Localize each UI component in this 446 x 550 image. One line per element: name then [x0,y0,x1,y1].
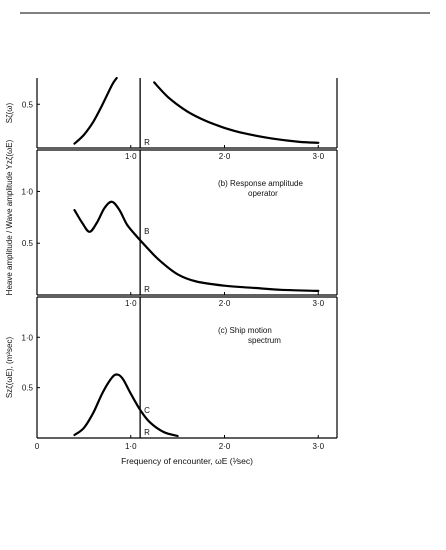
point-label: B [144,227,149,236]
y-tick-label: 1·0 [21,187,33,196]
x-tick-label: 1·0 [125,299,137,308]
y-tick-label: 0.5 [22,100,34,109]
x-tick-label: 3·0 [312,442,324,451]
x-tick-label: 2·0 [219,152,231,161]
series-line-1 [73,200,320,292]
x-tick-label: 2·0 [219,442,231,451]
panel-title: (c) Ship motion spectrum [218,326,281,345]
panel-c: 0 1·0 2·0 3·0 0.5 1·0 R C (c) Ship motion spectru… [5,296,338,466]
x-axis-label: Frequency of encounter, ωE (¹⁄sec) [121,456,253,466]
series-line-1 [73,373,179,438]
x-tick-label: 1·0 [125,152,137,161]
y-tick-label: 1·0 [21,333,33,342]
y-tick-label: 0.5 [22,384,34,393]
vline-label: R [144,428,150,437]
series-line-2 [153,81,320,144]
x-tick-label: 3·0 [312,152,324,161]
x-tick-label: 0 [35,442,40,451]
y-axis-label: Sζ(ω) [5,102,14,123]
y-tick-label: 0.5 [22,239,34,248]
x-tick-label: 3·0 [312,299,324,308]
point-label: C [144,406,150,415]
panel-b: 1·0 2·0 3·0 0.5 1·0 R B (b) Response amplitude o… [5,139,338,308]
vline-label: R [144,138,150,147]
panel-a: 1·0 2·0 3·0 0.5 R Sζ(ω) [5,76,338,161]
x-tick-label: 1·0 [125,442,137,451]
series-line-1 [73,76,118,145]
x-tick-label: 2·0 [219,299,231,308]
panel-title: (b) Response amplitude operator [218,179,303,198]
y-axis-label: Heave amplitude / Wave amplitude Yzζ(ωE) [5,139,14,295]
y-axis-label: Szζ(ωE), (m²sec) [5,337,14,399]
vline-label: R [144,285,150,294]
panels: 1·0 2·0 3·0 0.5 R Sζ(ω) 1·0 2·0 3·0 0.5 1·0 R B (b) R… [5,76,338,466]
